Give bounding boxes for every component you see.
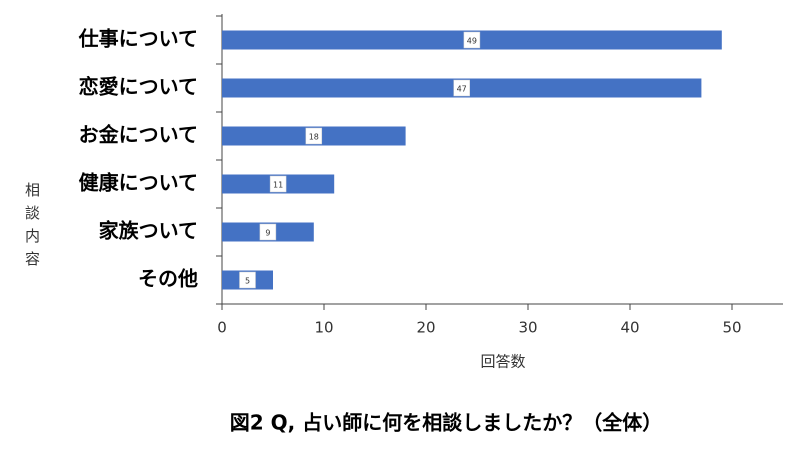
- value-label-box: [259, 223, 277, 241]
- y-tick-label: 家族ついて: [99, 219, 198, 243]
- x-tick-label: 40: [620, 319, 639, 337]
- value-label-box: [463, 31, 481, 49]
- value-label: 9: [265, 229, 270, 238]
- value-label-box: [305, 127, 323, 145]
- x-tick-label: 0: [217, 319, 227, 337]
- y-tick-label: 恋愛について: [79, 75, 198, 99]
- value-label: 5: [245, 277, 250, 286]
- x-tick-label: 50: [722, 319, 741, 337]
- value-label: 11: [273, 181, 283, 190]
- x-tick-label: 30: [518, 319, 537, 337]
- value-label: 18: [309, 133, 319, 142]
- value-label-box: [269, 175, 287, 193]
- y-axis-label: 相談内容: [23, 182, 41, 274]
- y-tick-label: 健康について: [79, 171, 198, 195]
- y-tick-label: その他: [138, 267, 198, 291]
- value-label-box: [453, 79, 470, 97]
- x-tick-label: 10: [314, 319, 333, 337]
- value-label-box: [239, 271, 256, 289]
- x-tick-label: 20: [416, 319, 435, 337]
- value-label: 47: [457, 85, 467, 94]
- x-axis-label: 回答数: [480, 353, 525, 371]
- value-label: 49: [467, 37, 477, 46]
- y-tick-label: 仕事について: [78, 27, 198, 51]
- chart-title: 図2 Q, 占い師に何を相談しましたか？（全体）: [230, 411, 662, 435]
- y-tick-label: お金について: [79, 123, 198, 147]
